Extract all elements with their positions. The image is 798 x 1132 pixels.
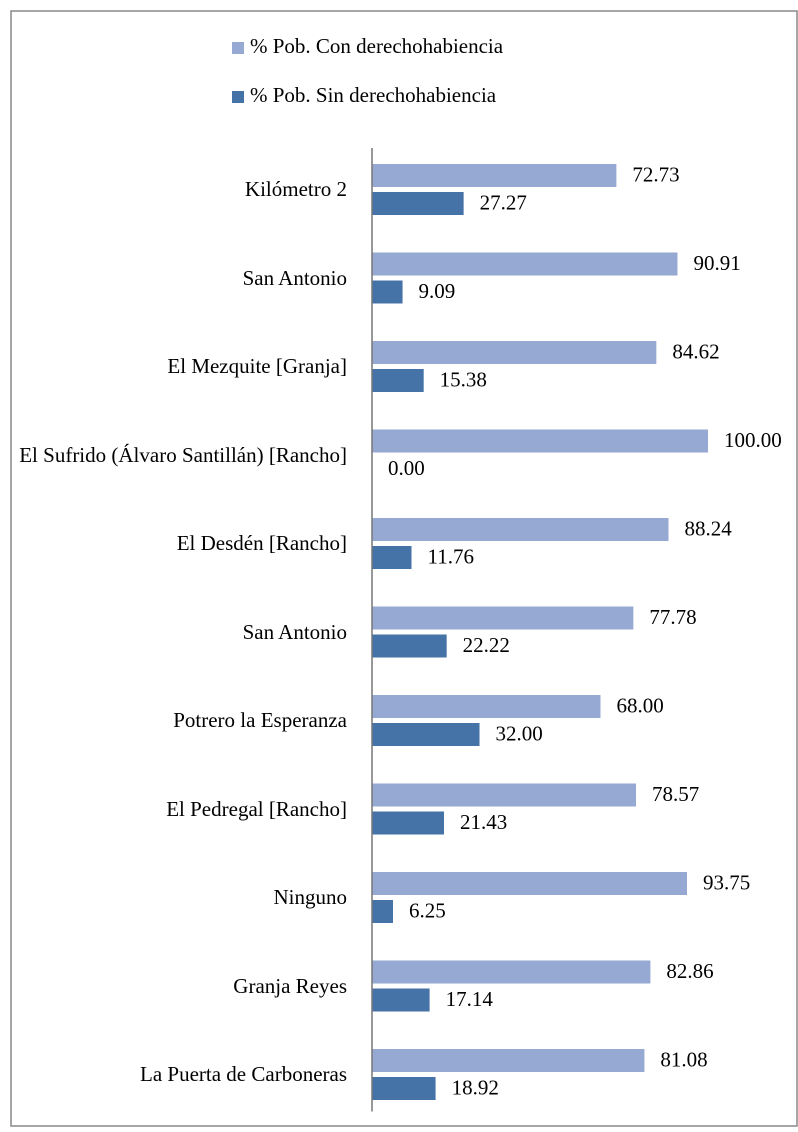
category-label: La Puerta de Carboneras — [140, 1062, 347, 1086]
value-label: 22.22 — [463, 633, 510, 657]
bar — [372, 164, 617, 187]
bar — [372, 872, 687, 895]
bar — [372, 1077, 436, 1100]
value-label: 15.38 — [440, 367, 487, 391]
bar — [372, 960, 651, 984]
value-label: 11.76 — [428, 544, 474, 568]
value-label: 17.14 — [446, 987, 494, 1011]
category-label: El Desdén [Rancho] — [176, 531, 347, 555]
bar — [372, 811, 445, 835]
value-label: 6.25 — [409, 898, 446, 922]
value-label: 93.75 — [703, 870, 750, 894]
bar — [372, 546, 412, 569]
bar — [372, 900, 393, 923]
bar — [372, 988, 430, 1012]
bar — [372, 252, 678, 276]
legend-swatch — [232, 42, 244, 54]
bar — [372, 429, 708, 453]
value-label: 88.24 — [684, 516, 732, 540]
value-label: 100.00 — [724, 428, 782, 452]
bar — [372, 1049, 645, 1072]
category-label: Kilómetro 2 — [244, 177, 347, 201]
bar — [372, 606, 634, 630]
value-label: 9.09 — [419, 279, 456, 303]
bar — [372, 518, 669, 541]
category-label: San Antonio — [242, 619, 347, 644]
legend-label: % Pob. Sin derechohabiencia — [250, 83, 497, 107]
bar — [372, 695, 601, 718]
value-label: 32.00 — [496, 721, 543, 745]
legend-label: % Pob. Con derechohabiencia — [250, 34, 504, 58]
bar — [372, 634, 447, 658]
category-label: El Sufrido (Álvaro Santillán) [Rancho] — [19, 442, 347, 467]
value-label: 18.92 — [452, 1075, 499, 1099]
bar — [372, 192, 464, 215]
category-label: San Antonio — [242, 265, 347, 290]
value-label: 90.91 — [693, 251, 740, 275]
bar — [372, 723, 480, 746]
category-label: El Pedregal [Rancho] — [166, 796, 347, 821]
category-label: Potrero la Esperanza — [173, 708, 347, 732]
category-label: El Mezquite [Granja] — [167, 354, 347, 378]
value-label: 78.57 — [652, 782, 699, 806]
value-label: 0.00 — [388, 456, 425, 480]
bar — [372, 369, 424, 392]
value-label: 27.27 — [480, 190, 527, 214]
value-label: 21.43 — [460, 810, 507, 834]
bar — [372, 341, 657, 364]
category-label: Granja Reyes — [233, 973, 347, 998]
category-label: Ninguno — [273, 885, 348, 909]
value-label: 82.86 — [666, 959, 713, 983]
value-label: 81.08 — [660, 1047, 707, 1071]
bar — [372, 783, 636, 807]
bar — [372, 280, 403, 304]
value-label: 77.78 — [649, 605, 696, 629]
value-label: 84.62 — [672, 339, 719, 363]
value-label: 68.00 — [616, 693, 663, 717]
value-label: 72.73 — [632, 162, 679, 186]
legend-swatch — [232, 91, 244, 103]
chart-border — [10, 10, 798, 1127]
